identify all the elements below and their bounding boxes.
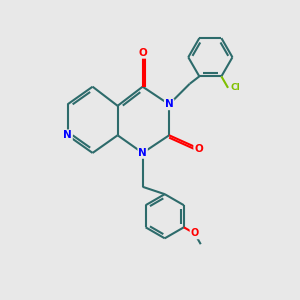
Text: O: O [138,48,147,58]
Text: N: N [63,130,72,140]
Text: O: O [190,229,199,238]
Text: O: O [194,143,203,154]
Text: N: N [138,148,147,158]
Text: N: N [165,99,173,110]
Text: Cl: Cl [230,83,240,92]
